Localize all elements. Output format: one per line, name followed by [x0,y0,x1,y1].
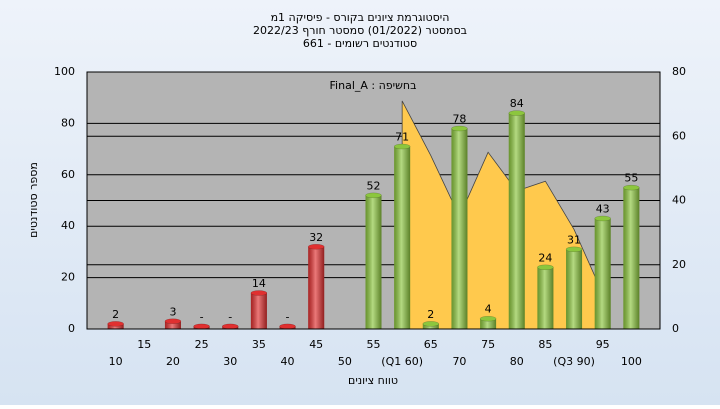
value-label: 31 [567,233,581,246]
y-axis-label: מספר סטודנטים [27,162,40,238]
value-label: - [228,310,232,323]
x-tick-label: 55 [367,338,381,351]
value-label: 78 [452,113,466,126]
bar-cap [279,323,296,330]
value-label: 4 [485,303,492,316]
bar-cap [393,143,411,150]
bar-shade [480,318,497,329]
value-label: 84 [510,97,524,110]
value-label: 71 [395,131,409,144]
value-label: - [200,310,204,323]
y2-tick-label: 0 [672,322,679,335]
bar-cap [365,192,382,199]
bar-shade [394,146,411,329]
x-tick-label: 95 [596,338,610,351]
value-label: - [286,310,290,323]
x-tick-label: 10 [109,355,123,368]
annotation: Final_A : בחשיפה [330,79,417,92]
x-tick-label: 15 [137,338,151,351]
x-tick-label: 40 [281,355,295,368]
value-label: 52 [367,179,381,192]
bar-cap [594,215,611,222]
y-tick-label: 20 [61,271,75,284]
x-tick-label: 100 [621,355,642,368]
value-label: 2 [112,308,119,321]
value-label: 55 [624,172,638,185]
bar-cap [250,290,268,296]
value-label: 14 [252,277,266,290]
x-tick-label: 50 [338,355,352,368]
bar-cap [193,323,210,330]
x-tick-label: 65 [424,338,438,351]
bar-shade [250,293,267,329]
value-label: 32 [309,231,323,244]
x-axis-label: טווח ציונים [348,374,398,387]
x-tick-label: 70 [452,355,466,368]
bar-shade [365,195,382,329]
y2-tick-label: 20 [672,258,686,271]
bar-shade [623,187,640,329]
bar-shade [508,113,525,330]
plot-border [86,71,661,330]
x-tick-label: 45 [309,338,323,351]
x-tick-label: 20 [166,355,180,368]
x-tick-label: (Q3 90) [553,355,595,368]
value-label: 2 [427,308,434,321]
bar-cap [451,125,468,132]
x-tick-label: 30 [223,355,237,368]
bar-shade [537,267,554,329]
bar-cap [164,318,182,325]
value-label: 3 [169,305,176,318]
x-tick-label: 75 [481,338,495,351]
value-label: 43 [596,202,610,215]
bar-cap [623,184,640,191]
y-tick-label: 60 [61,168,75,181]
chart-subtitle: סטודנטים רשומים - 661 [303,37,417,50]
y-tick-label: 0 [68,322,75,335]
y2-tick-label: 60 [672,129,686,142]
bar-cap [107,321,124,327]
x-tick-label: 25 [195,338,209,351]
bar-shade [594,218,611,329]
chart-title: היסטוגרמת ציונים בקורס - פיסיקה 1מ [271,11,450,24]
bar-shade [451,128,468,329]
bar-cap [508,110,525,116]
bar-cap [422,321,440,327]
chart-subtitle: בסמסטר (01/2022) סמסטר חורף 2022/23 [253,24,467,37]
bar-cap [565,246,583,253]
y2-tick-label: 40 [672,194,686,207]
x-tick-label: 85 [538,338,552,351]
bar-cap [307,244,325,250]
x-tick-label: 80 [510,355,524,368]
bar-cap [222,323,239,330]
bar-shade [164,321,181,329]
bar-shade [308,246,325,329]
bar-shade [566,249,583,329]
y-tick-label: 80 [61,116,75,129]
x-tick-label: (Q1 60) [381,355,423,368]
bar-cap [537,264,554,271]
y-tick-label: 40 [61,219,75,232]
bar-shade [422,323,439,329]
bar-shade [107,323,124,329]
x-tick-label: 35 [252,338,266,351]
value-label: 24 [538,251,552,264]
y2-tick-label: 80 [672,65,686,78]
bar-cap [479,315,497,322]
y-tick-label: 100 [54,65,75,78]
